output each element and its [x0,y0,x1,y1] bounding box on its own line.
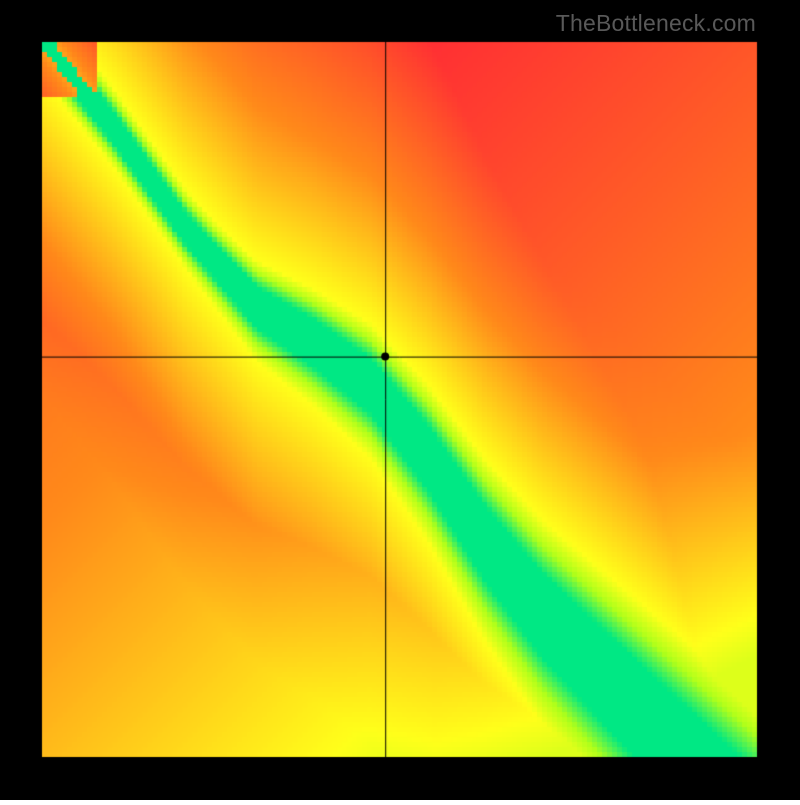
watermark-text: TheBottleneck.com [556,10,756,37]
heatmap-wrap [0,0,800,805]
bottleneck-heatmap [0,0,800,800]
chart-container: TheBottleneck.com [0,0,800,800]
